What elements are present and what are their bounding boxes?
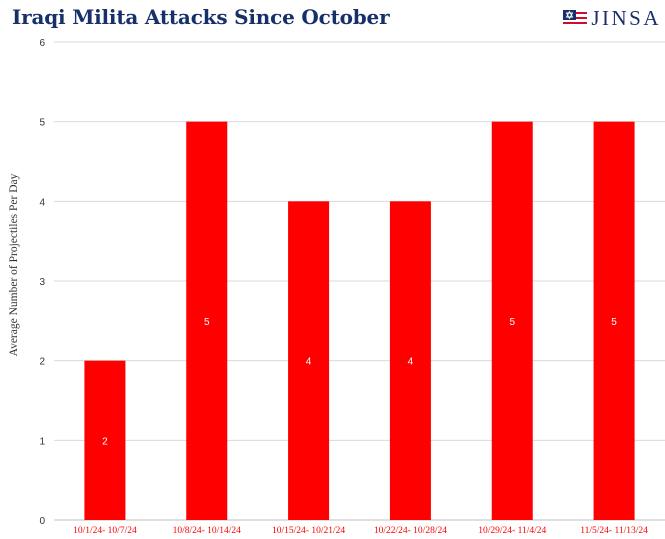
bar — [186, 121, 228, 521]
y-tick-label: 2 — [39, 357, 45, 368]
y-tick-label: 5 — [39, 118, 45, 129]
data-label: 4 — [306, 357, 312, 368]
x-tick-label: 10/1/24- 10/7/24 — [73, 526, 137, 536]
x-tick-label: 10/29/24- 11/4/24 — [478, 526, 546, 536]
star-of-david-flag-icon — [563, 9, 588, 28]
bar — [491, 121, 533, 521]
y-tick-label: 3 — [39, 277, 45, 288]
bar — [593, 121, 635, 521]
y-tick-label: 6 — [39, 38, 45, 49]
bar — [288, 201, 330, 521]
data-label: 5 — [204, 317, 210, 328]
data-label: 4 — [408, 357, 414, 368]
y-tick-label: 0 — [39, 516, 45, 527]
chart-title: Iraqi Milita Attacks Since October — [12, 5, 390, 29]
bar — [389, 201, 431, 521]
logo-text: JINSA — [591, 6, 661, 30]
jinsa-logo: JINSA — [563, 6, 661, 31]
y-tick-label: 1 — [39, 436, 45, 447]
x-tick-label: 10/8/24- 10/14/24 — [173, 526, 242, 536]
x-tick-label: 10/15/24- 10/21/24 — [272, 526, 345, 536]
bar — [84, 360, 126, 520]
data-label: 5 — [509, 317, 515, 328]
y-tick-label: 4 — [39, 197, 45, 208]
data-label: 2 — [102, 436, 108, 447]
x-tick-label: 11/5/24- 11/13/24 — [580, 526, 648, 536]
x-tick-label: 10/22/24- 10/28/24 — [374, 526, 447, 536]
data-label: 5 — [611, 317, 617, 328]
